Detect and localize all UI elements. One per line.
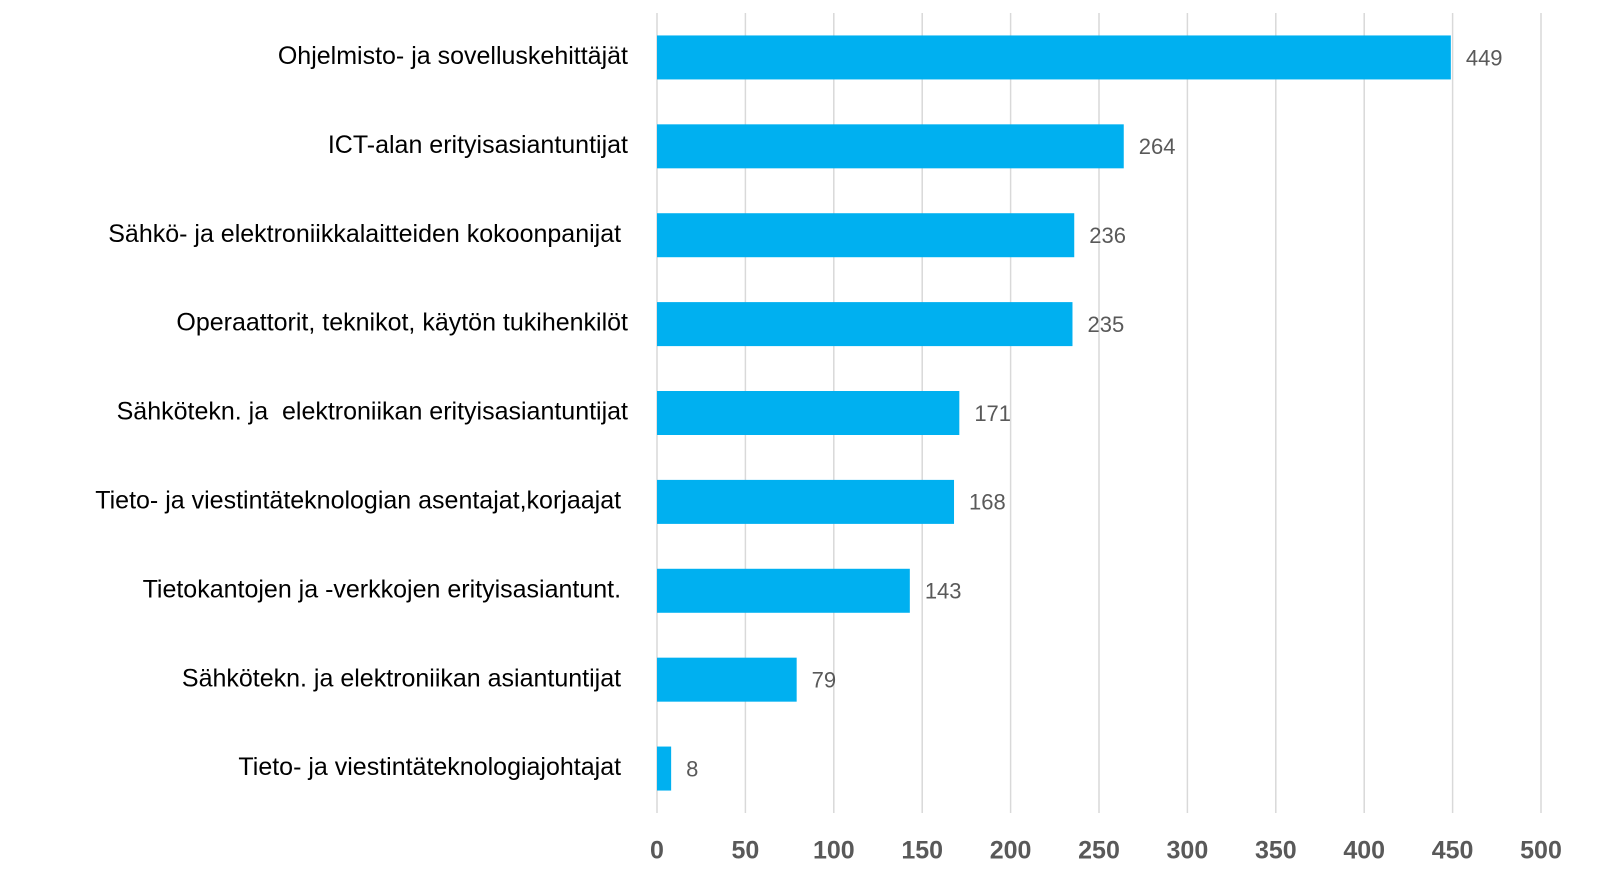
y-tick-label: Sähkötekn. ja elektroniikan asiantuntija… <box>182 664 628 692</box>
bar <box>657 746 672 791</box>
bar <box>657 657 797 702</box>
data-label: 143 <box>925 579 962 604</box>
data-label: 449 <box>1466 45 1503 70</box>
x-tick-label: 200 <box>990 837 1032 865</box>
x-tick-label: 350 <box>1255 837 1297 865</box>
x-tick-label: 450 <box>1432 837 1474 865</box>
x-tick-label: 150 <box>901 837 943 865</box>
bar <box>657 124 1124 169</box>
y-tick-label: Operaattorit, teknikot, käytön tukihenki… <box>176 309 628 337</box>
x-tick-label: 50 <box>731 837 759 865</box>
data-label: 235 <box>1087 312 1124 337</box>
data-label: 236 <box>1089 223 1126 248</box>
bar <box>657 568 910 613</box>
data-label: 8 <box>686 756 698 781</box>
bar <box>657 35 1451 80</box>
bar <box>657 213 1075 258</box>
data-label: 171 <box>974 401 1011 426</box>
x-tick-label: 0 <box>650 837 664 865</box>
y-tick-label: Tieto- ja viestintäteknologiajohtajat <box>238 753 628 781</box>
data-label: 168 <box>969 490 1006 515</box>
data-label: 79 <box>812 667 836 692</box>
y-tick-label: Sähkötekn. ja elektroniikan erityisasian… <box>117 398 628 426</box>
x-tick-label: 300 <box>1167 837 1209 865</box>
x-tick-label: 400 <box>1343 837 1385 865</box>
x-tick-label: 250 <box>1078 837 1120 865</box>
x-tick-label: 100 <box>813 837 855 865</box>
bar <box>657 391 960 435</box>
y-tick-label: ICT-alan erityisasiantuntijat <box>328 131 628 159</box>
y-tick-label: Tietokantojen ja -verkkojen erityisasian… <box>143 575 628 603</box>
y-tick-label: Tieto- ja viestintäteknologian asentajat… <box>95 486 628 514</box>
bar <box>657 479 955 524</box>
data-label: 264 <box>1139 134 1176 159</box>
y-tick-label: Ohjelmisto- ja sovelluskehittäjät <box>278 42 628 70</box>
x-tick-label: 500 <box>1520 837 1562 865</box>
bar <box>657 302 1073 347</box>
y-tick-label: Sähkö- ja elektroniikkalaitteiden kokoon… <box>108 220 628 248</box>
